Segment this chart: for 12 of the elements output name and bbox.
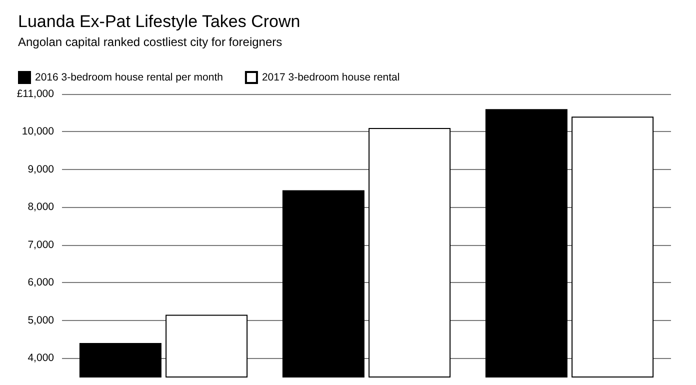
chart-title: Luanda Ex-Pat Lifestyle Takes Crown [18, 12, 300, 31]
y-tick-label: 9,000 [28, 163, 54, 176]
y-tick-label: 7,000 [28, 238, 54, 251]
y-tick-label: 8,000 [28, 201, 54, 214]
y-tick-label: £11,000 [16, 88, 54, 100]
y-tick-label: 5,000 [28, 314, 54, 326]
chart-subtitle: Angolan capital ranked costliest city for foreigners [18, 35, 282, 49]
y-tick-label: 10,000 [22, 126, 54, 138]
y-tick-label: 6,000 [28, 276, 54, 289]
legend-label: 2016 3-bedroom house rental per month [35, 72, 224, 84]
legend-label: 2017 3-bedroom house rental [262, 72, 400, 84]
y-tick-label: 4,000 [28, 352, 54, 364]
